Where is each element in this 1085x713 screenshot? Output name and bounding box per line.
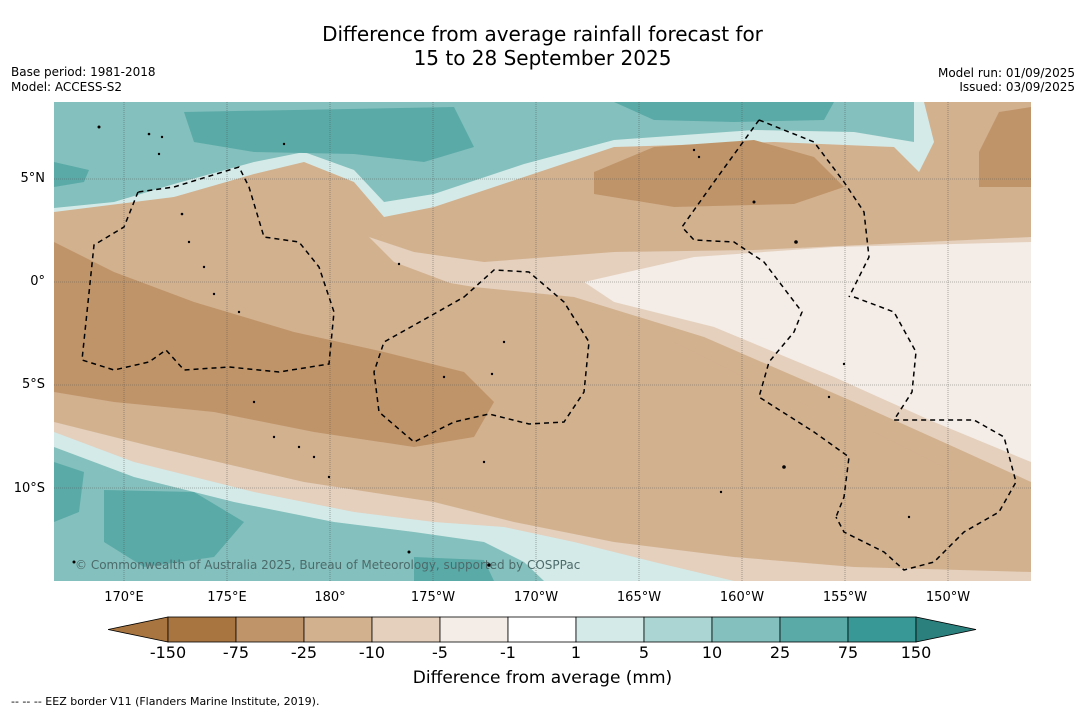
graticule — [54, 102, 1031, 581]
north-central-dry-75 — [594, 140, 844, 207]
colorbar-segment-11 — [847, 616, 917, 643]
north-east-dry-75 — [979, 107, 1031, 187]
issued-text: Issued: 03/09/2025 — [959, 80, 1075, 94]
rainfall-anomaly-map[interactable] — [54, 102, 1031, 581]
southwest-teal-25 — [54, 462, 84, 522]
eez-borders — [81, 119, 1017, 571]
base-period-text: Base period: 1981-2018 — [11, 65, 156, 79]
colorbar-segment-8 — [643, 616, 713, 643]
lon-label-180: 180° — [314, 590, 346, 605]
meta-left: Base period: 1981-2018 Model: ACCESS-S2 — [11, 65, 156, 95]
eez-east-line — [681, 119, 850, 518]
colorbar-tick-3: -25 — [290, 643, 318, 662]
colorbar-low-extend — [107, 616, 169, 643]
lon-label-155w: 155°W — [822, 590, 868, 605]
colorbar-segment-6 — [507, 616, 577, 643]
model-text: Model: ACCESS-S2 — [11, 80, 123, 94]
eez-footnote: -- -- -- EEZ border V11 (Flanders Marine… — [11, 695, 320, 708]
chart-title: Difference from average rainfall forecas… — [0, 22, 1085, 70]
colorbar-segment-3 — [303, 616, 373, 643]
lon-label-165w: 165°W — [616, 590, 662, 605]
lon-label-150w: 150°W — [925, 590, 971, 605]
colorbar-tick-1: -150 — [149, 643, 187, 662]
lat-label-5n: 5°N — [20, 171, 46, 186]
colorbar-segment-2 — [235, 616, 305, 643]
colorbar-segment-5 — [439, 616, 509, 643]
central-dry-75 — [54, 242, 494, 447]
colorbar-segment-4 — [371, 616, 441, 643]
title-line-2: 15 to 28 September 2025 — [413, 46, 672, 70]
lat-label-5s: 5°S — [21, 377, 45, 392]
lon-label-160w: 160°W — [719, 590, 765, 605]
lat-label-10s: 10°S — [13, 481, 45, 496]
colorbar-segment-9 — [711, 616, 781, 643]
lon-label-175e: 175°E — [207, 590, 247, 605]
colorbar-tick-2: -75 — [222, 643, 250, 662]
colorbar-tick-12: 150 — [900, 643, 932, 662]
colorbar-high-extend — [915, 616, 977, 643]
eez-central — [373, 269, 590, 443]
eez-tuvalu-kiribati-west — [81, 166, 335, 373]
meta-right: Model run: 01/09/2025 Issued: 03/09/2025 — [938, 66, 1075, 94]
colorbar-segment-1 — [167, 616, 237, 643]
colorbar-tick-7: 1 — [570, 643, 582, 662]
colorbar-tick-11: 75 — [837, 643, 859, 662]
colorbar-tick-6: -1 — [500, 643, 516, 662]
colorbar-title: Difference from average (mm) — [412, 668, 673, 688]
eez-east-south — [835, 296, 1017, 571]
lon-label-170e: 170°E — [104, 590, 144, 605]
title-line-1: Difference from average rainfall forecas… — [322, 22, 763, 46]
colorbar-tick-4: -10 — [358, 643, 386, 662]
northwest-teal-25 — [54, 162, 89, 187]
lat-label-0: 0° — [30, 274, 45, 289]
colorbar-tick-8: 5 — [638, 643, 650, 662]
colorbar-tick-5: -5 — [432, 643, 448, 662]
south-teal-25 — [104, 490, 244, 567]
colorbar-segment-7 — [575, 616, 645, 643]
eez-east-north — [758, 119, 870, 298]
copyright-text: © Commonwealth of Australia 2025, Bureau… — [75, 558, 581, 572]
south-teal-25b — [414, 557, 494, 581]
colorbar-segment-10 — [779, 616, 849, 643]
colorbar — [107, 616, 978, 648]
equatorial-near-normal — [584, 242, 1031, 462]
colorbar-tick-9: 10 — [701, 643, 723, 662]
model-run-text: Model run: 01/09/2025 — [937, 66, 1075, 80]
lon-label-175w: 175°W — [410, 590, 456, 605]
islands — [72, 125, 911, 567]
lon-label-170w: 170°W — [513, 590, 559, 605]
north-teal-25 — [184, 107, 474, 162]
colorbar-svg — [107, 616, 977, 643]
north-teal-25b — [614, 102, 834, 122]
colorbar-tick-10: 25 — [769, 643, 791, 662]
